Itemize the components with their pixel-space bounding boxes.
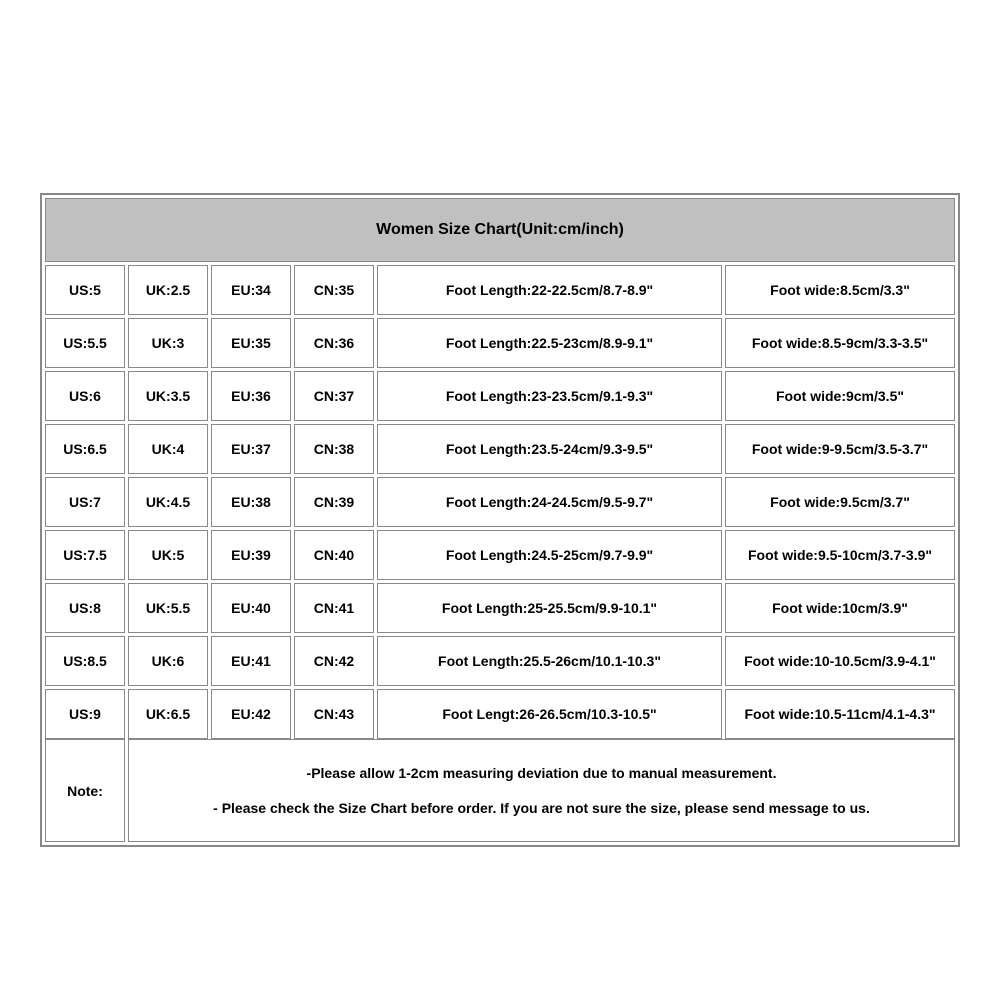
cell-us: US:7.5 bbox=[45, 530, 125, 580]
cell-length: Foot Length:24-24.5cm/9.5-9.7" bbox=[377, 477, 722, 527]
cell-us: US:8 bbox=[45, 583, 125, 633]
note-line-1: -Please allow 1-2cm measuring deviation … bbox=[137, 758, 946, 789]
cell-eu: EU:40 bbox=[211, 583, 291, 633]
cell-us: US:8.5 bbox=[45, 636, 125, 686]
cell-length: Foot Length:22.5-23cm/8.9-9.1" bbox=[377, 318, 722, 368]
table-row: US:8UK:5.5EU:40CN:41Foot Length:25-25.5c… bbox=[45, 583, 955, 633]
cell-length: Foot Length:24.5-25cm/9.7-9.9" bbox=[377, 530, 722, 580]
cell-eu: EU:37 bbox=[211, 424, 291, 474]
cell-wide: Foot wide:10.5-11cm/4.1-4.3" bbox=[725, 689, 955, 739]
cell-eu: EU:36 bbox=[211, 371, 291, 421]
cell-us: US:5 bbox=[45, 265, 125, 315]
cell-uk: UK:5.5 bbox=[128, 583, 208, 633]
cell-wide: Foot wide:9.5-10cm/3.7-3.9" bbox=[725, 530, 955, 580]
cell-length: Foot Lengt:26-26.5cm/10.3-10.5" bbox=[377, 689, 722, 739]
cell-wide: Foot wide:9.5cm/3.7" bbox=[725, 477, 955, 527]
cell-us: US:6 bbox=[45, 371, 125, 421]
cell-eu: EU:39 bbox=[211, 530, 291, 580]
cell-wide: Foot wide:10-10.5cm/3.9-4.1" bbox=[725, 636, 955, 686]
cell-eu: EU:34 bbox=[211, 265, 291, 315]
cell-uk: UK:3 bbox=[128, 318, 208, 368]
cell-wide: Foot wide:9-9.5cm/3.5-3.7" bbox=[725, 424, 955, 474]
cell-cn: CN:42 bbox=[294, 636, 374, 686]
note-label: Note: bbox=[45, 739, 125, 843]
cell-cn: CN:35 bbox=[294, 265, 374, 315]
cell-cn: CN:40 bbox=[294, 530, 374, 580]
cell-cn: CN:39 bbox=[294, 477, 374, 527]
cell-us: US:6.5 bbox=[45, 424, 125, 474]
table-row: US:8.5UK:6EU:41CN:42Foot Length:25.5-26c… bbox=[45, 636, 955, 686]
cell-uk: UK:4.5 bbox=[128, 477, 208, 527]
note-body: -Please allow 1-2cm measuring deviation … bbox=[128, 739, 955, 843]
table-row: US:5UK:2.5EU:34CN:35Foot Length:22-22.5c… bbox=[45, 265, 955, 315]
cell-cn: CN:36 bbox=[294, 318, 374, 368]
table-row: US:7.5UK:5EU:39CN:40Foot Length:24.5-25c… bbox=[45, 530, 955, 580]
cell-us: US:9 bbox=[45, 689, 125, 739]
cell-us: US:7 bbox=[45, 477, 125, 527]
cell-uk: UK:3.5 bbox=[128, 371, 208, 421]
note-line-2: - Please check the Size Chart before ord… bbox=[137, 793, 946, 824]
cell-cn: CN:43 bbox=[294, 689, 374, 739]
cell-length: Foot Length:22-22.5cm/8.7-8.9" bbox=[377, 265, 722, 315]
size-chart-table: Women Size Chart(Unit:cm/inch) US:5UK:2.… bbox=[40, 193, 960, 848]
cell-wide: Foot wide:8.5cm/3.3" bbox=[725, 265, 955, 315]
cell-cn: CN:41 bbox=[294, 583, 374, 633]
cell-length: Foot Length:25.5-26cm/10.1-10.3" bbox=[377, 636, 722, 686]
chart-title: Women Size Chart(Unit:cm/inch) bbox=[45, 198, 955, 262]
cell-uk: UK:5 bbox=[128, 530, 208, 580]
cell-us: US:5.5 bbox=[45, 318, 125, 368]
cell-eu: EU:38 bbox=[211, 477, 291, 527]
note-row: Note: -Please allow 1-2cm measuring devi… bbox=[45, 739, 955, 843]
table-row: US:9UK:6.5EU:42CN:43Foot Lengt:26-26.5cm… bbox=[45, 689, 955, 739]
cell-eu: EU:35 bbox=[211, 318, 291, 368]
cell-length: Foot Length:25-25.5cm/9.9-10.1" bbox=[377, 583, 722, 633]
cell-uk: UK:6.5 bbox=[128, 689, 208, 739]
cell-uk: UK:4 bbox=[128, 424, 208, 474]
table-row: US:7UK:4.5EU:38CN:39Foot Length:24-24.5c… bbox=[45, 477, 955, 527]
table-row: US:6.5UK:4EU:37CN:38Foot Length:23.5-24c… bbox=[45, 424, 955, 474]
table-row: US:5.5UK:3EU:35CN:36Foot Length:22.5-23c… bbox=[45, 318, 955, 368]
cell-wide: Foot wide:10cm/3.9" bbox=[725, 583, 955, 633]
cell-wide: Foot wide:9cm/3.5" bbox=[725, 371, 955, 421]
cell-cn: CN:37 bbox=[294, 371, 374, 421]
cell-length: Foot Length:23.5-24cm/9.3-9.5" bbox=[377, 424, 722, 474]
cell-uk: UK:2.5 bbox=[128, 265, 208, 315]
cell-length: Foot Length:23-23.5cm/9.1-9.3" bbox=[377, 371, 722, 421]
table-row: US:6UK:3.5EU:36CN:37Foot Length:23-23.5c… bbox=[45, 371, 955, 421]
cell-cn: CN:38 bbox=[294, 424, 374, 474]
cell-eu: EU:41 bbox=[211, 636, 291, 686]
cell-wide: Foot wide:8.5-9cm/3.3-3.5" bbox=[725, 318, 955, 368]
cell-eu: EU:42 bbox=[211, 689, 291, 739]
cell-uk: UK:6 bbox=[128, 636, 208, 686]
